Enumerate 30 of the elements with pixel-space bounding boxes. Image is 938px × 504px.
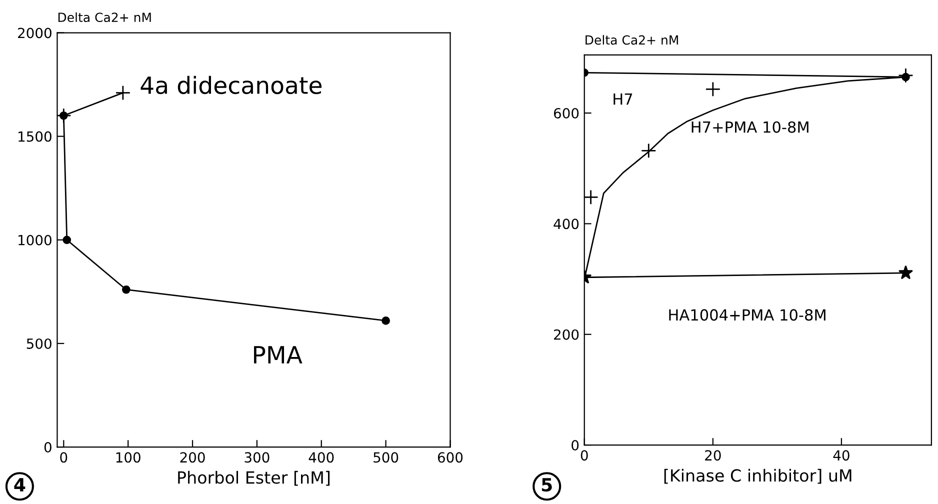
x-tick-label: 300 — [244, 452, 270, 463]
x-tick-label: 600 — [438, 452, 463, 463]
x-tick-label: 200 — [180, 452, 205, 463]
text: H7+PMA 10-8M — [692, 121, 808, 133]
y-tick-label: 0 — [44, 442, 52, 453]
text: 5 — [542, 478, 552, 492]
text: HA1004+PMA 10-8M — [669, 309, 826, 321]
series-label: PMA — [254, 346, 302, 364]
x-tick-label: 0 — [580, 450, 588, 461]
x-tick-label: 40 — [833, 450, 850, 461]
x-tick-label: 0 — [60, 452, 68, 463]
x-tick-label: 500 — [374, 452, 398, 463]
x-tick-label: 100 — [116, 452, 140, 463]
x-axis-title: Phorbol Ester [nM] — [178, 470, 330, 486]
y-tick-label: 2000 — [18, 28, 52, 38]
text: 4 — [14, 478, 26, 492]
y-tick-label: 400 — [554, 218, 579, 230]
series-label: 4a didecanoate — [140, 76, 322, 94]
y-tick-label: 600 — [554, 108, 579, 119]
y-tick-label: 0 — [572, 440, 579, 451]
y-axis-title: Delta Ca2+ nM — [58, 12, 151, 22]
series-label: H7 — [614, 94, 632, 105]
x-tick-label: 20 — [705, 450, 721, 461]
y-tick-label: 200 — [554, 329, 579, 340]
y-axis-title: Delta Ca2+ nM — [586, 35, 678, 45]
x-tick-label: 400 — [308, 452, 334, 463]
y-tick-label: 500 — [26, 338, 52, 349]
y-tick-label: 1500 — [18, 131, 52, 142]
x-axis-title: [Kinase C inhibitor] uM — [664, 468, 852, 484]
y-tick-label: 1000 — [18, 234, 52, 246]
